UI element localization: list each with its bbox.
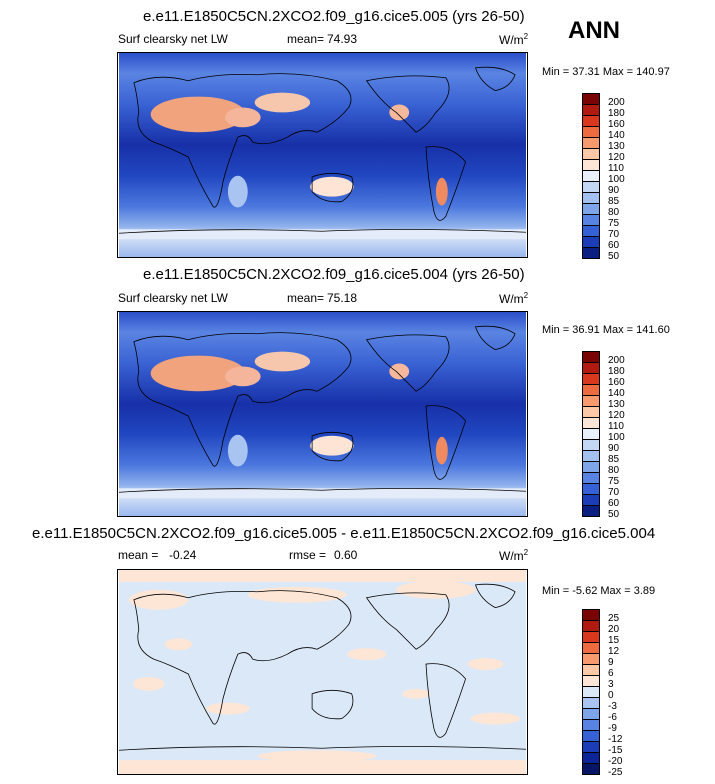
andes-hotspot [435,436,448,465]
colorbar-label: 50 [608,509,620,520]
colorbar-segment [582,763,600,775]
colorbar-label: 120 [608,152,625,163]
panel3-rmse-value: 0.60 [334,548,358,562]
season-label: ANN [568,17,620,44]
colorbar-label: -20 [608,756,623,767]
coastlines [118,325,527,493]
andes-hotspot [435,177,448,206]
antarctic-band [118,229,527,240]
colorbar-label: 80 [608,465,620,476]
colorbar-label: 180 [608,108,625,119]
panel3-rmse-label: rmse = [289,548,327,562]
colorbar-label: 60 [608,240,620,251]
panel1-minmax: Min = 37.31 Max = 140.97 [542,66,670,78]
southern-africa [227,434,248,467]
colorbar-label: 180 [608,366,625,377]
us-southwest-hotspot [389,363,410,380]
colorbar-label: 60 [608,498,620,509]
arabia-hotspot [224,107,261,128]
colorbar-label: 120 [608,410,625,421]
colorbar-label: 75 [608,218,620,229]
panel3-units: W/m2 [499,548,529,563]
colorbar-label: 100 [608,174,625,185]
colorbar-label: 130 [608,141,625,152]
panel1-variable: Surf clearsky net LW [118,32,228,46]
colorbar-label: 85 [608,454,620,465]
panel2-mean-label: mean= [287,291,325,305]
colorbar-label: 80 [608,207,620,218]
colorbar-label: 25 [608,613,620,624]
colorbar-label: 140 [608,130,625,141]
coastlines [118,583,527,751]
colorbar-label: 200 [608,97,625,108]
panel2-variable: Surf clearsky net LW [118,291,228,305]
colorbar-label: 70 [608,487,620,498]
colorbar-label: 160 [608,119,625,130]
australia-hotspot [310,435,354,456]
colorbar-label: 200 [608,355,625,366]
colorbar-label: 100 [608,432,625,443]
colorbar-label: 110 [608,421,624,432]
arabia-hotspot [224,366,261,387]
panel1-colorbar: 200 180 160 140 130 120 110 100 90 85 80 75 70 60 50 [582,93,642,262]
colorbar-label: 140 [608,388,625,399]
panel1-units: W/m2 [499,32,529,47]
colorbar-label: 15 [608,635,620,646]
panel2-mean-value: 75.18 [327,291,358,305]
colorbar-label: -6 [608,712,617,723]
colorbar-label: 70 [608,229,620,240]
panel2-minmax: Min = 36.91 Max = 141.60 [542,324,670,336]
colorbar-label: -3 [608,701,617,712]
colorbar-label: -15 [608,745,623,756]
colorbar-label: 90 [608,443,620,454]
colorbar-label: 130 [608,399,625,410]
colorbar-label: 0 [608,690,614,701]
australia-hotspot [310,176,354,197]
colorbar-label: 9 [608,657,614,668]
panel1-title: e.e11.E1850C5CN.2XCO2.f09_g16.cice5.005 … [143,8,525,25]
tibet-hotspot [254,351,311,372]
colorbar-label: 110 [608,163,624,174]
tibet-hotspot [254,92,311,113]
panel1-mean-value: 74.93 [327,32,358,46]
colorbar-label: -9 [608,723,617,734]
sahara-hotspot [150,96,246,133]
sahara-hotspot [150,355,246,392]
colorbar-label: 90 [608,185,620,196]
colorbar-label: 6 [608,668,614,679]
us-southwest-hotspot [389,104,410,121]
panel2-title: e.e11.E1850C5CN.2XCO2.f09_g16.cice5.004 … [143,266,525,283]
coastlines [118,66,527,234]
southern-africa [227,175,248,208]
colorbar-label: 12 [608,646,620,657]
panel3-mean-value: -0.24 [169,548,197,562]
panel1-map [117,52,528,258]
panel3-mean-label: mean = [118,548,159,562]
panel1-mean-label: mean= [287,32,325,46]
colorbar-label: 160 [608,377,625,388]
panel3-colorbar: 25 20 15 12 9 6 3 0 -3 -6 -9 -12 -15 -20 -25 [582,609,642,778]
colorbar-label: 20 [608,624,620,635]
panel3-map [117,569,528,775]
colorbar-label: -25 [608,767,623,778]
colorbar-label: 50 [608,251,620,262]
colorbar-segment [582,505,600,517]
positive-diff-patches [118,570,527,774]
panel2-map [117,311,528,517]
panel3-title: e.e11.E1850C5CN.2XCO2.f09_g16.cice5.005 … [32,525,656,542]
antarctic-band [118,488,527,499]
colorbar-label: -12 [608,734,623,745]
colorbar-segment [582,247,600,259]
colorbar-label: 3 [608,679,614,690]
panel2-units: W/m2 [499,291,529,306]
panel3-minmax: Min = -5.62 Max = 3.89 [542,585,656,597]
panel2-colorbar: 200 180 160 140 130 120 110 100 90 85 80 75 70 60 50 [582,351,642,520]
colorbar-label: 75 [608,476,620,487]
colorbar-label: 85 [608,196,620,207]
